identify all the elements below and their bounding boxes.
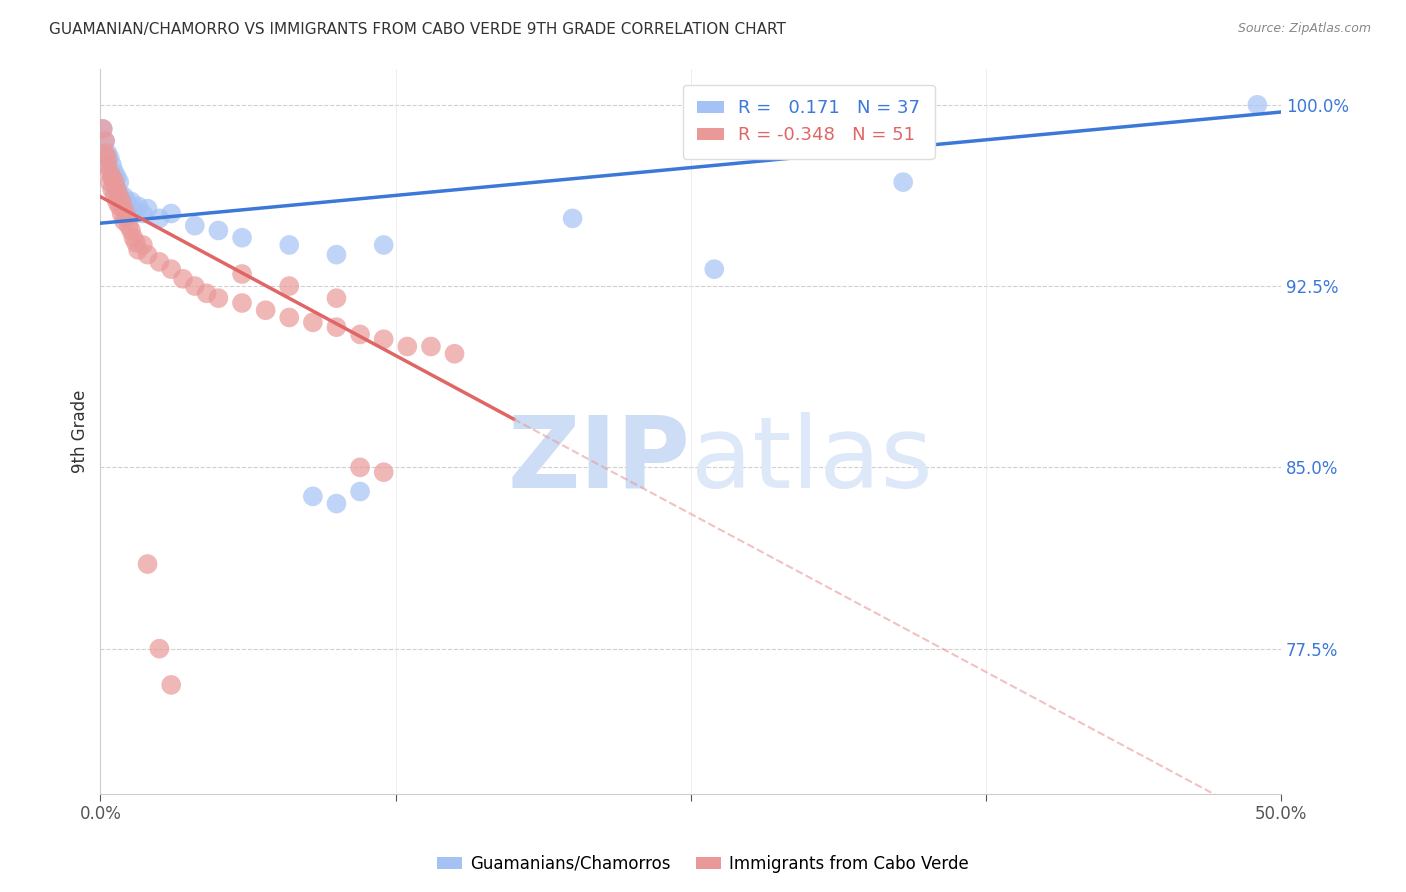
Point [160, 206, 183, 220]
Point [302, 489, 325, 503]
Point [103, 187, 125, 202]
Point [101, 158, 124, 172]
Point [105, 182, 128, 196]
Point [148, 641, 170, 656]
Point [110, 206, 132, 220]
Point [110, 194, 132, 209]
Point [108, 189, 131, 203]
Point [443, 347, 465, 361]
Point [278, 310, 301, 325]
Point [115, 194, 138, 209]
Point [98, 151, 121, 165]
Point [373, 238, 395, 252]
Point [419, 339, 441, 353]
Point [105, 170, 128, 185]
Point [373, 332, 395, 346]
Point [122, 231, 145, 245]
Point [96, 158, 118, 172]
Point [703, 262, 725, 277]
Point [101, 170, 124, 185]
Point [231, 296, 253, 310]
Point [120, 223, 142, 237]
Point [91, 122, 114, 136]
Point [136, 247, 159, 261]
Point [561, 211, 583, 226]
Point [349, 460, 371, 475]
Point [91, 122, 114, 136]
Point [94, 134, 117, 148]
Point [108, 187, 131, 202]
Point [160, 678, 183, 692]
Point [207, 291, 229, 305]
Point [396, 339, 419, 353]
Point [148, 211, 170, 226]
Point [98, 175, 121, 189]
Point [120, 194, 142, 209]
Point [96, 151, 118, 165]
Point [98, 165, 121, 179]
Point [127, 243, 149, 257]
Point [207, 223, 229, 237]
Point [96, 146, 118, 161]
Point [325, 247, 347, 261]
Point [349, 484, 371, 499]
Point [118, 199, 141, 213]
Y-axis label: 9th Grade: 9th Grade [72, 390, 89, 473]
Point [108, 199, 131, 213]
Text: atlas: atlas [690, 411, 932, 508]
Point [349, 327, 371, 342]
Point [103, 175, 125, 189]
Point [127, 199, 149, 213]
Point [136, 202, 159, 216]
Point [231, 231, 253, 245]
Point [101, 170, 124, 185]
Point [160, 262, 183, 277]
Point [112, 214, 135, 228]
Point [96, 158, 118, 172]
Text: Source: ZipAtlas.com: Source: ZipAtlas.com [1237, 22, 1371, 36]
Legend: R =   0.171   N = 37, R = -0.348   N = 51: R = 0.171 N = 37, R = -0.348 N = 51 [682, 85, 935, 159]
Text: ZIP: ZIP [508, 411, 690, 508]
Point [325, 497, 347, 511]
Point [132, 238, 155, 252]
Point [112, 202, 135, 216]
Point [148, 255, 170, 269]
Point [325, 320, 347, 334]
Point [231, 267, 253, 281]
Point [1246, 97, 1268, 112]
Point [132, 206, 155, 220]
Point [302, 315, 325, 329]
Point [278, 238, 301, 252]
Point [122, 206, 145, 220]
Point [94, 146, 117, 161]
Point [195, 286, 218, 301]
Point [172, 272, 194, 286]
Point [184, 219, 207, 233]
Point [101, 182, 124, 196]
Point [110, 194, 132, 209]
Point [94, 134, 117, 148]
Point [278, 279, 301, 293]
Point [118, 219, 141, 233]
Point [115, 209, 138, 223]
Point [103, 175, 125, 189]
Point [105, 194, 128, 209]
Point [891, 175, 914, 189]
Point [136, 557, 159, 571]
Legend: Guamanians/Chamorros, Immigrants from Cabo Verde: Guamanians/Chamorros, Immigrants from Ca… [430, 848, 976, 880]
Point [125, 235, 148, 250]
Point [184, 279, 207, 293]
Point [103, 165, 125, 179]
Point [254, 303, 277, 318]
Text: GUAMANIAN/CHAMORRO VS IMMIGRANTS FROM CABO VERDE 9TH GRADE CORRELATION CHART: GUAMANIAN/CHAMORRO VS IMMIGRANTS FROM CA… [49, 22, 786, 37]
Point [105, 182, 128, 196]
Point [325, 291, 347, 305]
Point [112, 189, 135, 203]
Point [373, 465, 395, 479]
Point [108, 175, 131, 189]
